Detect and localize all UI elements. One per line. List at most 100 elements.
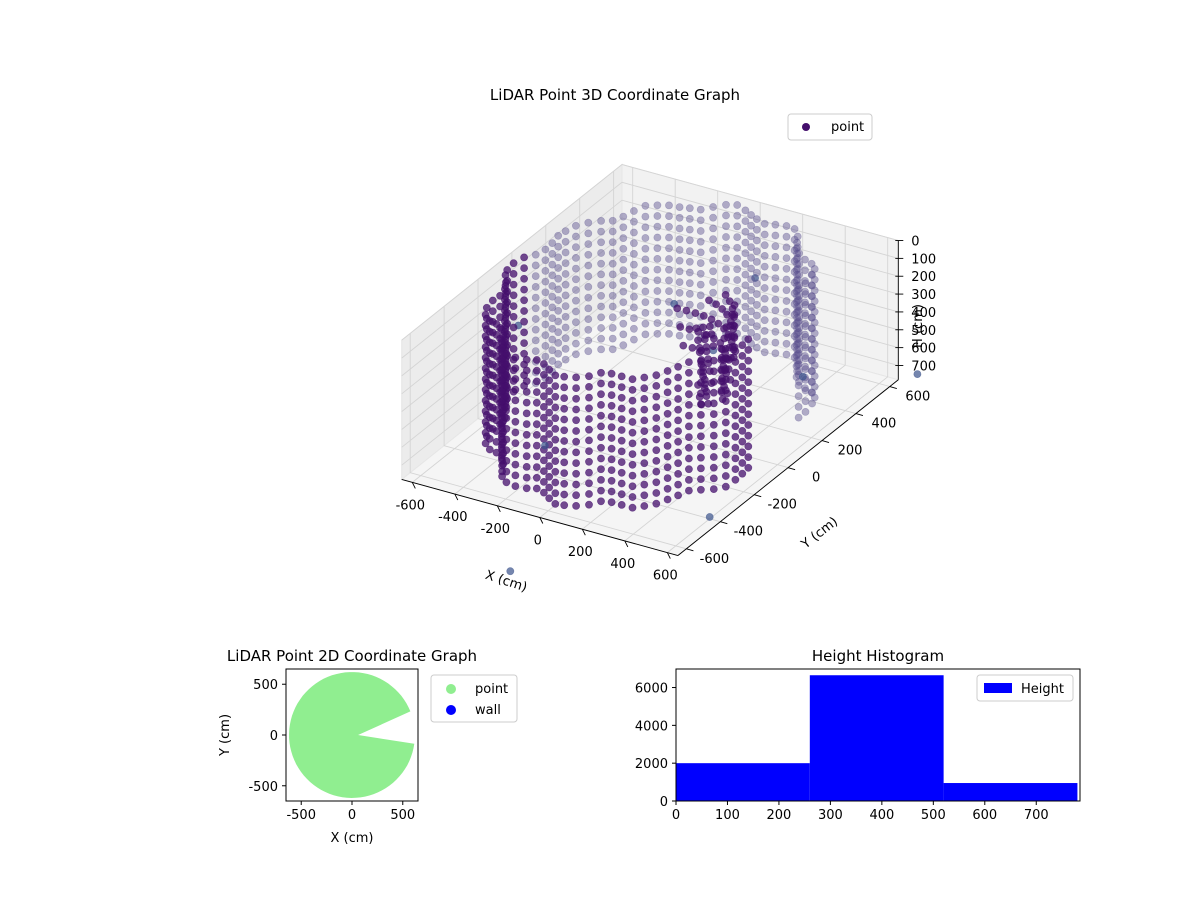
- scatter-point: [752, 279, 761, 288]
- scatter-point: [709, 203, 717, 211]
- scatter-point: [685, 433, 693, 441]
- scatter-point: [532, 484, 541, 493]
- scatter-point: [709, 442, 718, 451]
- z-tick-label: 300: [911, 288, 936, 303]
- scatter-point: [498, 354, 506, 363]
- scatter-point: [691, 309, 700, 317]
- scatter-point: [808, 367, 816, 376]
- gridline-y: [477, 279, 755, 496]
- scatter-point: [794, 360, 803, 368]
- scatter-point: [641, 287, 650, 296]
- scatter-point: [795, 313, 803, 322]
- scatter-point: [793, 253, 802, 262]
- scatter-point: [675, 224, 684, 233]
- scatter-point: [641, 308, 650, 317]
- scatter-point: [792, 362, 801, 371]
- scatter-point: [663, 463, 672, 472]
- scatter-point: [722, 254, 730, 263]
- scatter-point: [554, 328, 563, 337]
- scatter-point: [709, 245, 717, 254]
- scatter-point: [685, 204, 694, 213]
- scatter-point: [733, 233, 742, 241]
- scatter-point: [531, 315, 540, 323]
- scatter-point: [744, 367, 753, 376]
- scatter-point: [585, 490, 593, 498]
- scatter-point: [790, 342, 799, 351]
- scatter-point: [697, 475, 705, 483]
- scatter-point: [709, 342, 718, 350]
- gridline-y: [443, 306, 721, 523]
- scatter-point: [608, 227, 617, 236]
- scatter-point: [597, 422, 605, 431]
- scatter-point: [760, 294, 769, 303]
- gridline-x: [667, 237, 889, 553]
- scatter-point: [771, 274, 780, 283]
- scatter-point: [685, 443, 693, 452]
- scatter-point: [795, 292, 803, 300]
- scatter-point: [663, 441, 672, 450]
- scatter-point: [545, 408, 554, 417]
- scatter-point: [640, 448, 649, 457]
- scatter-point: [572, 221, 580, 230]
- scatter-point: [696, 302, 705, 310]
- scatter-point: [551, 392, 560, 401]
- scatter-point: [793, 303, 801, 311]
- scatter-point: [741, 292, 750, 300]
- scatter-point: [795, 324, 803, 333]
- scatter-point: [747, 328, 755, 337]
- scatter-point: [522, 366, 531, 375]
- scatter-point: [551, 478, 560, 487]
- scatter-point: [674, 437, 682, 446]
- scatter-point: [709, 474, 718, 483]
- scatter-point: [793, 307, 802, 316]
- scatter-point: [760, 284, 769, 292]
- scatter-point: [810, 265, 819, 273]
- scatter-point: [561, 280, 570, 289]
- scatter-point: [771, 252, 780, 261]
- scatter-point: [560, 447, 569, 456]
- scatter-point: [560, 404, 569, 413]
- scatter-point: [731, 432, 740, 441]
- scatter-point: [760, 326, 769, 335]
- scatter-point: [733, 201, 742, 209]
- scatter-point: [760, 316, 769, 325]
- scatter-point: [607, 412, 616, 421]
- scatter-point: [665, 255, 673, 263]
- gridline-z: [401, 217, 899, 395]
- scatter-point: [520, 328, 528, 337]
- scatter-point: [731, 454, 740, 463]
- scatter-point: [808, 271, 816, 279]
- scatter-point: [663, 420, 672, 429]
- scatter-point: [561, 237, 570, 246]
- gridline-z: [401, 181, 899, 359]
- scatter-point: [722, 265, 730, 273]
- scatter-point: [628, 439, 637, 448]
- scatter-point: [794, 306, 803, 315]
- y-tick: [855, 413, 864, 416]
- scatter-point: [807, 356, 816, 365]
- scatter-point: [545, 472, 554, 481]
- scatter-point: [607, 380, 616, 389]
- scatter-point: [640, 437, 649, 446]
- scatter-point: [619, 319, 628, 328]
- scatter-point: [485, 402, 494, 411]
- scatter-point: [679, 341, 688, 350]
- scatter-point: [572, 491, 580, 500]
- scatter-point: [741, 217, 750, 225]
- scatter-point: [696, 205, 705, 214]
- scatter-point: [752, 247, 761, 256]
- x-tick-label: 400: [610, 557, 635, 572]
- scatter-point: [793, 361, 802, 369]
- scatter-point: [801, 397, 810, 406]
- scatter-point: [792, 340, 801, 349]
- scatter-point: [641, 298, 650, 307]
- scatter-point: [685, 486, 693, 495]
- scatter-point: [771, 285, 780, 293]
- scatter-point: [722, 275, 730, 284]
- scatter-point: [572, 416, 580, 425]
- scatter-point: [782, 243, 791, 252]
- scatter-point: [540, 424, 548, 433]
- legend-marker-point: [446, 684, 456, 694]
- scatter-point: [502, 349, 511, 358]
- scatter-point: [794, 381, 803, 390]
